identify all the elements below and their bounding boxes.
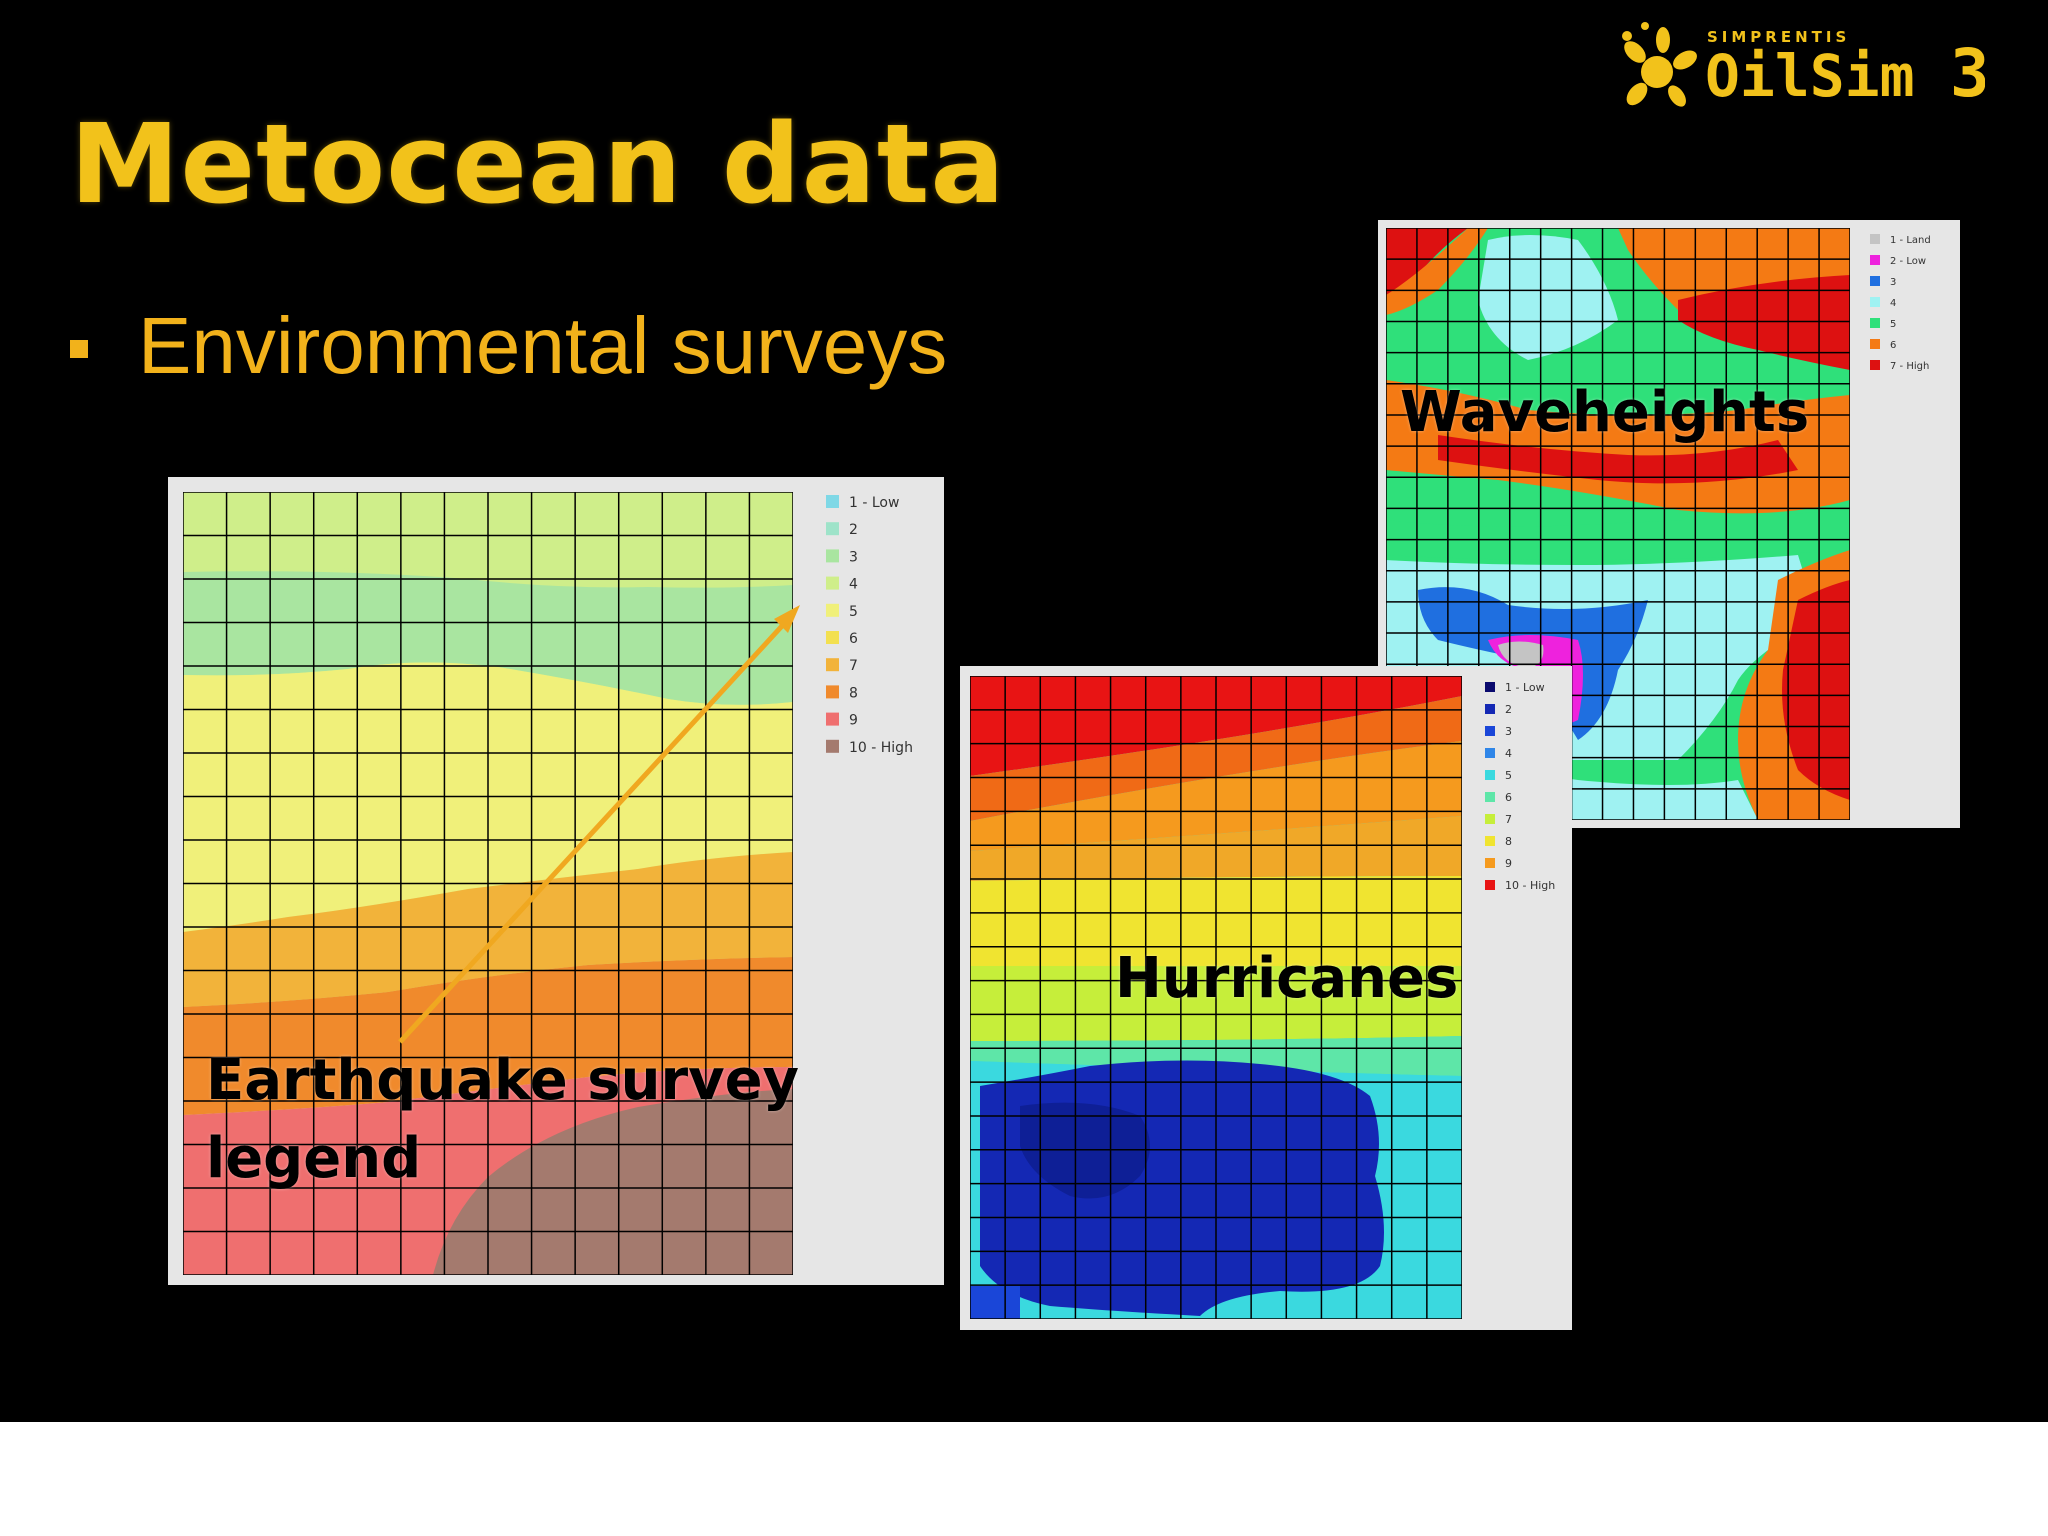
legend-swatch [826,549,839,563]
legend-label: 1 - Low [849,495,899,511]
legend-swatch [826,712,839,726]
waveheights-legend: 1 - Land 2 - Low 3 4 5 6 7 - High [1870,234,1931,372]
legend-label: 1 - Low [1505,681,1545,694]
legend-label: 2 - Low [1890,256,1926,267]
legend-label: 8 [849,685,858,701]
bullet-square-icon [70,340,88,358]
earthquake-callout: Earthquake survey legend [206,1042,799,1198]
legend-swatch [1485,792,1495,802]
legend-label: 8 [1505,835,1512,848]
legend-label: 2 [849,522,858,538]
legend-swatch [826,685,839,699]
bullet-text: Environmental surveys [138,301,948,390]
legend-swatch [1870,360,1880,370]
legend-label: 3 [1890,277,1896,288]
legend-label: 9 [1505,857,1512,870]
legend-label: 5 [849,604,858,620]
slide-title: Metocean data [70,100,1006,228]
legend-label: 7 [1505,813,1512,826]
legend-label: 6 [1890,340,1896,351]
legend-swatch [826,739,839,753]
legend-label: 9 [849,713,858,729]
legend-swatch [1485,814,1495,824]
callout-arrow [398,612,795,1044]
hurricanes-map: 1 - Low 2 3 4 5 6 7 8 9 10 - High Hurricanes [960,666,1572,1330]
legend-label: 7 [849,658,858,674]
legend-swatch [1870,297,1880,307]
earthquake-callout-line-2: legend [206,1126,422,1191]
legend-label: 10 - High [1505,879,1555,892]
waveheights-callout: Waveheights [1400,380,1810,445]
legend-swatch [826,495,839,508]
logo-brand: SIMPRENTIS [1707,28,1850,46]
legend-label: 4 [1890,298,1896,309]
earthquake-map-graphic: 1 - Low 2 3 4 5 6 7 8 9 10 - High [183,492,913,1275]
legend-swatch [1485,704,1495,714]
legend-label: 2 [1505,703,1512,716]
legend-swatch [1485,880,1495,890]
earthquake-survey-map: 1 - Low 2 3 4 5 6 7 8 9 10 - High Earthquake surv… [168,477,944,1285]
legend-swatch [826,522,839,536]
legend-swatch [826,631,839,644]
legend-swatch [1485,726,1495,736]
legend-label: 1 - Land [1890,235,1931,246]
legend-swatch [826,603,839,617]
hurricanes-grid [970,676,1462,1319]
legend-label: 10 - High [849,740,913,756]
legend-label: 6 [849,631,858,647]
hurricanes-map-graphic: 1 - Low 2 3 4 5 6 7 8 9 10 - High [970,676,1555,1319]
legend-swatch [1870,234,1880,244]
legend-swatch [826,658,839,672]
earthquake-grid [183,492,793,1275]
legend-label: 4 [849,577,858,593]
hurricanes-legend: 1 - Low 2 3 4 5 6 7 8 9 10 - High [1485,681,1555,892]
legend-swatch [1485,682,1495,692]
earthquake-legend: 1 - Low 2 3 4 5 6 7 8 9 10 - High [826,495,913,756]
bullet-item: Environmental surveys [70,300,947,392]
legend-swatch [1485,836,1495,846]
legend-label: 4 [1505,747,1512,760]
legend-swatch [1485,748,1495,758]
legend-swatch [1485,858,1495,868]
starfish-icon [1622,22,1697,107]
legend-swatch [1870,255,1880,265]
arrow-head-icon [774,605,800,633]
waveheights-map-graphic: 1 - Land 2 - Low 3 4 5 6 7 - High [1386,228,1931,820]
legend-swatch [826,576,839,590]
earthquake-callout-line-1: Earthquake survey [206,1048,800,1113]
logo-version: 3 [1950,35,1985,112]
legend-swatch [1870,339,1880,349]
legend-label: 3 [1505,725,1512,738]
legend-label: 3 [849,549,858,565]
waveheights-map: 1 - Land 2 - Low 3 4 5 6 7 - High Waveheights [1378,220,1960,828]
slide: SIMPRENTIS OilSim 3 Metocean data Enviro… [0,0,2048,1422]
hurricanes-callout: Hurricanes [1115,946,1459,1011]
oilsim-logo: SIMPRENTIS OilSim 3 [1622,22,1985,112]
legend-label: 5 [1890,319,1896,330]
legend-label: 6 [1505,791,1512,804]
legend-label: 7 - High [1890,361,1929,372]
legend-swatch [1870,276,1880,286]
legend-swatch [1485,770,1495,780]
legend-swatch [1870,318,1880,328]
legend-label: 5 [1505,769,1512,782]
logo-product: OilSim [1705,42,1915,110]
